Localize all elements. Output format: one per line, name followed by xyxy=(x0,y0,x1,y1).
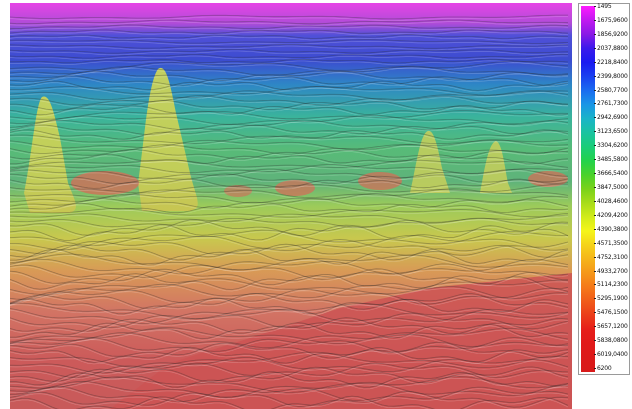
colorbar-tick-label: 5476,1500 xyxy=(594,310,628,316)
colorbar-tick-label: 6200 xyxy=(594,366,612,372)
colorbar-tick-label: 3666,5400 xyxy=(594,171,628,177)
salt-domes xyxy=(24,67,512,213)
colorbar-tick-label: 5657,1200 xyxy=(594,324,628,330)
seismic-section-image xyxy=(10,3,572,409)
deep-high-velocity-region xyxy=(110,273,572,409)
colorbar-tick-label: 2761,7300 xyxy=(594,101,628,107)
colorbar-tick-label: 4933,2700 xyxy=(594,268,628,275)
salt-dome-right-b xyxy=(480,141,512,193)
colorbar-tick-label: 3304,6200 xyxy=(594,143,628,149)
colorbar-tick-label: 4209,4200 xyxy=(594,212,628,219)
colorbar-tick-label: 1675,9600 xyxy=(594,17,628,24)
seismic-reflectors xyxy=(10,14,569,409)
salt-dome-right-a xyxy=(410,130,450,193)
colorbar-tick-label: 4571,3500 xyxy=(594,240,628,247)
seismic-section-view[interactable] xyxy=(10,3,572,409)
velocity-legend: 1495 1675,9600 1856,9200 2037,8800 2218,8400… xyxy=(578,3,630,375)
salt-dome-left xyxy=(24,96,76,213)
colorbar-tick-label: 4752,3100 xyxy=(594,254,628,261)
colorbar xyxy=(581,6,595,372)
colorbar-tick-label: 5295,1900 xyxy=(594,296,628,302)
colorbar-tick-label: 4390,3800 xyxy=(594,226,628,233)
colorbar-tick-label: 3847,5000 xyxy=(594,185,628,191)
colorbar-tick-label: 3485,5800 xyxy=(594,157,628,163)
colorbar-tick-label: 2942,6900 xyxy=(594,115,628,121)
colorbar-tick-label: 2218,8400 xyxy=(594,59,628,66)
colorbar-tick-label: 3123,6500 xyxy=(594,129,628,135)
colorbar-tick-label: 4028,4600 xyxy=(594,198,628,205)
colorbar-tick-label: 2399,8000 xyxy=(594,73,628,80)
colorbar-tick-label: 5114,2300 xyxy=(594,282,628,288)
reflector-lenses xyxy=(71,171,568,197)
colorbar-tick-label: 1495 xyxy=(594,4,612,10)
colorbar-tick-label: 1856,9200 xyxy=(594,31,628,38)
colorbar-tick-label: 6019,0400 xyxy=(594,352,628,358)
colorbar-tick-label: 2580,7700 xyxy=(594,87,628,94)
colorbar-tick-label: 2037,8800 xyxy=(594,45,628,52)
colorbar-tick-label: 5838,0800 xyxy=(594,338,628,344)
salt-dome-center xyxy=(138,67,198,211)
